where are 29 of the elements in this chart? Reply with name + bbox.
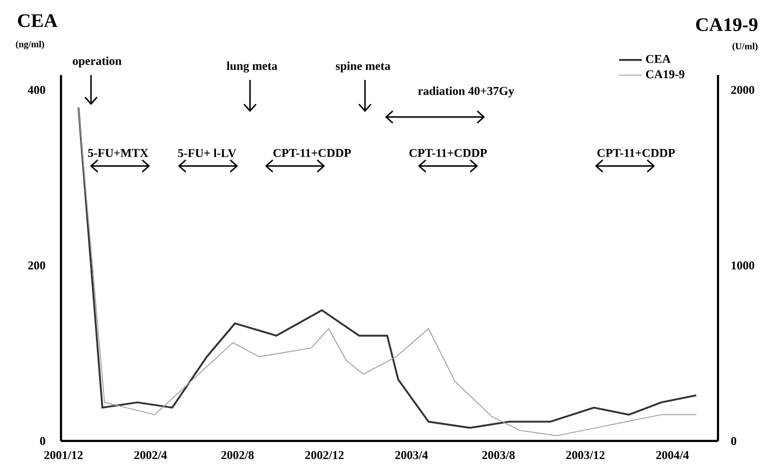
x-tick-label: 2003/4 [395,451,428,460]
text: spine meta [336,62,390,72]
x-tick-label: 2001/12 [44,451,83,460]
annotation: 5-FU+MTX [88,148,148,157]
x-tick-label: 2003/12 [566,451,605,460]
text: (ng/ml) [16,40,44,50]
y2-tick-label: 2000 [731,86,754,94]
annotation: CPT-11+CDDP [409,148,487,158]
annotation: CPT-11+CDDP [273,148,351,158]
x-tick-label: 2002/12 [305,451,344,460]
y-axis-title: CEA [18,14,58,28]
y2-axis-title: CA19-9 [696,18,758,32]
annotation: radiation 40+37Gy [418,86,514,98]
x-tick-label: 2002/8 [221,451,254,460]
y2-tick-label: 0 [731,436,736,446]
y2-tick-label: 1000 [732,261,754,270]
x-tick-label: 2003/8 [482,451,515,460]
text: lung meta [226,62,278,72]
legend-label: CA19-9 [646,70,684,78]
text: operation [72,56,122,68]
y-tick-label: 400 [28,86,46,94]
y-tick-label: 0 [40,436,46,446]
y-tick-label: 200 [28,261,46,270]
x-tick-label: 2004/4 [656,451,689,460]
x-tick-label: 2002/4 [134,451,167,460]
annotation: CPT-11+CDDP [597,148,675,158]
annotation: 5-FU+ l-LV [178,148,236,158]
legend-label: CEA [646,54,671,64]
text: (U/ml) [732,42,758,52]
